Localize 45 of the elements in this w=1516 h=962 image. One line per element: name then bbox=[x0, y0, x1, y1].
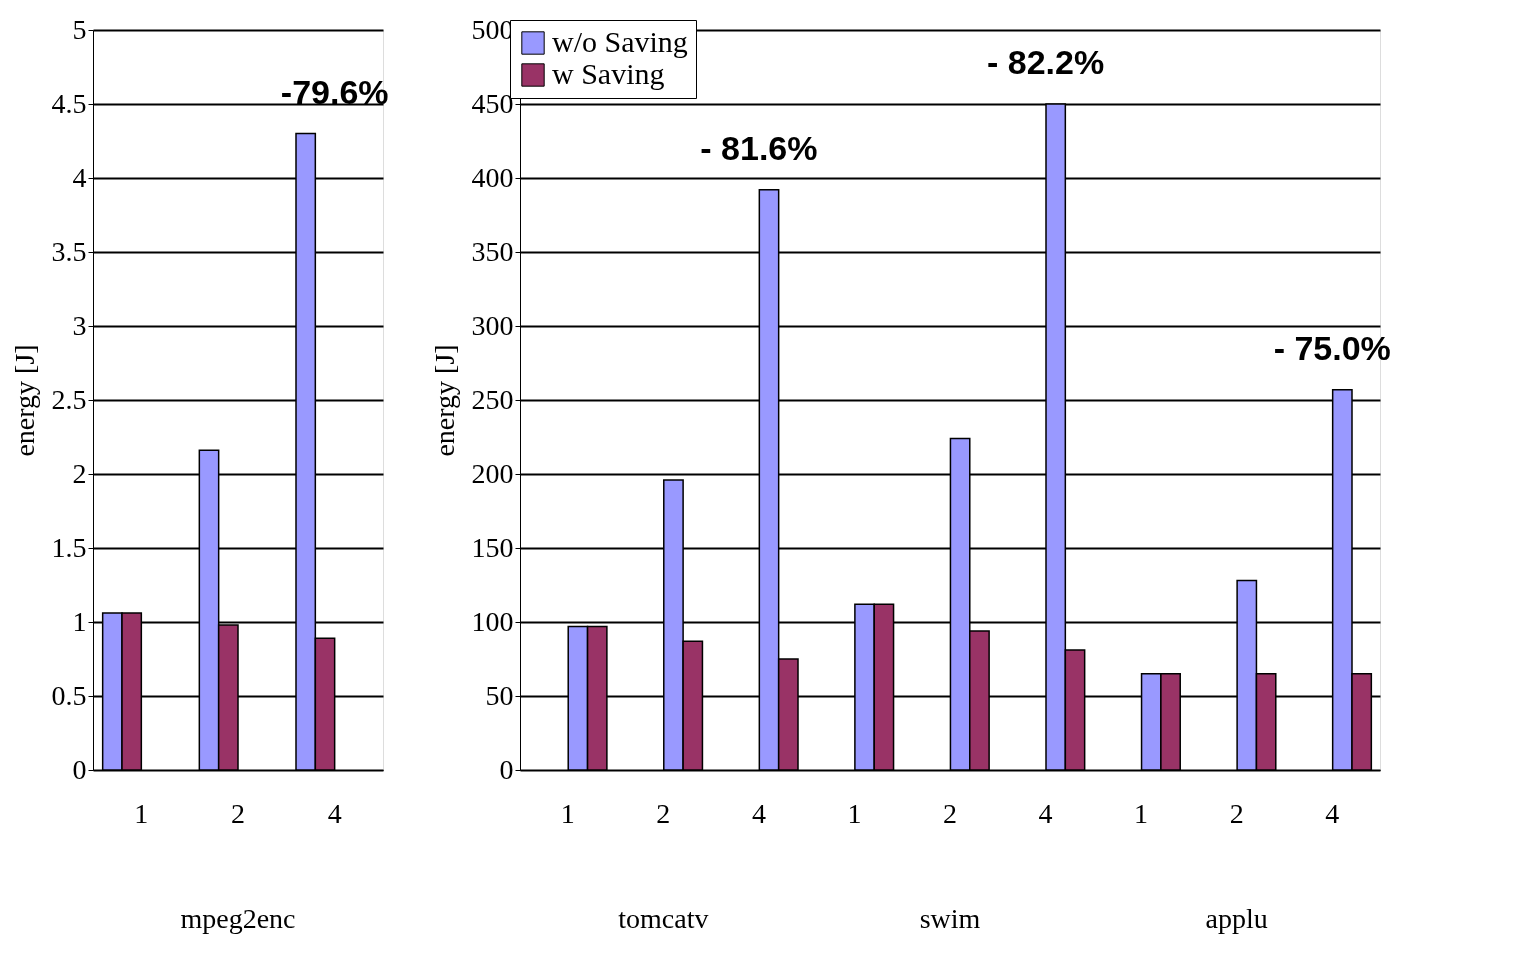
y-tick-label: 0.5 bbox=[51, 679, 87, 711]
annotation: - 82.2% bbox=[986, 43, 1105, 81]
y-tick-label: 100 bbox=[471, 605, 514, 637]
x-tick-label: 2 bbox=[943, 797, 957, 829]
y-tick-label: 3.5 bbox=[51, 235, 87, 267]
x-tick-label: 2 bbox=[1229, 797, 1244, 829]
y-tick-label: 350 bbox=[471, 235, 514, 267]
y-tick-label: 2.5 bbox=[51, 383, 87, 415]
y-tick-label: 150 bbox=[471, 531, 514, 563]
legend-label: w Saving bbox=[552, 57, 665, 90]
y-tick-label: 1.5 bbox=[51, 531, 87, 563]
y-tick-label: 0 bbox=[499, 753, 514, 785]
y-tick-label: 50 bbox=[485, 679, 514, 711]
y-tick-label: 200 bbox=[471, 457, 514, 489]
x-tick-label: 4 bbox=[1038, 797, 1053, 829]
x-tick-label: 2 bbox=[231, 797, 245, 829]
y-tick-label: 250 bbox=[471, 383, 514, 415]
annotation: - 81.6% bbox=[700, 128, 818, 167]
text: applu bbox=[1205, 903, 1268, 934]
text: tomcatv bbox=[618, 903, 709, 934]
y-axis-title: energy [J] bbox=[428, 344, 460, 457]
text: swim bbox=[919, 903, 981, 934]
legend-label: w/o Saving bbox=[552, 25, 688, 58]
x-tick-label: 1 bbox=[1134, 797, 1149, 829]
x-tick-label: 1 bbox=[560, 797, 575, 829]
x-tick-label: 1 bbox=[134, 797, 149, 829]
x-tick-label: 1 bbox=[847, 797, 862, 829]
annotation: - 75.0% bbox=[1273, 328, 1391, 367]
y-tick-label: 4.5 bbox=[51, 87, 87, 119]
y-tick-label: 0 bbox=[72, 753, 87, 785]
y-tick-label: 2 bbox=[72, 457, 87, 489]
x-tick-label: 4 bbox=[327, 797, 342, 829]
y-tick-label: 300 bbox=[471, 309, 514, 341]
x-tick-label: 4 bbox=[1325, 797, 1340, 829]
x-tick-label: 4 bbox=[751, 797, 766, 829]
y-tick-label: 450 bbox=[471, 87, 514, 119]
annotation: -79.6% bbox=[280, 72, 389, 111]
y-tick-label: 3 bbox=[72, 309, 87, 341]
y-tick-label: 4 bbox=[72, 161, 87, 193]
y-axis-title: energy [J] bbox=[8, 344, 40, 457]
x-tick-label: 2 bbox=[656, 797, 671, 829]
y-tick-label: 1 bbox=[72, 605, 87, 637]
y-tick-label: 5 bbox=[72, 13, 87, 45]
y-tick-label: 400 bbox=[471, 161, 514, 193]
text: mpeg2enc bbox=[180, 903, 296, 934]
